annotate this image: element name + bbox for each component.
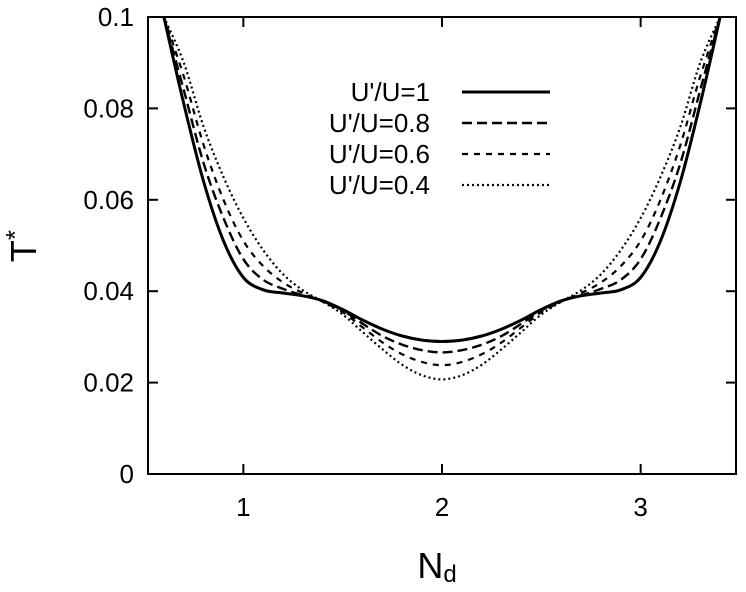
legend-label: U'/U=0.8 [329, 108, 430, 138]
series-line-4 [162, 17, 722, 381]
y-tick-label: 0.08 [83, 93, 134, 123]
legend-label: U'/U=0.6 [329, 139, 430, 169]
legend-label: U'/U=0.4 [329, 170, 430, 200]
legend-label: U'/U=1 [351, 77, 430, 107]
series-line-3 [162, 17, 722, 367]
ticks-layer: 0 0.02 0.04 0.06 0.08 0.1 1 2 3 [83, 2, 736, 522]
y-tick-label: 0.1 [98, 2, 134, 32]
x-tick-label: 2 [435, 492, 449, 522]
y-tick-label: 0 [120, 459, 134, 489]
x-axis-label-subscript: d [443, 561, 456, 588]
y-tick-label: 0.04 [83, 276, 134, 306]
series-layer [162, 17, 722, 381]
x-tick-label: 1 [236, 492, 250, 522]
series-line-1 [162, 17, 722, 344]
y-axis-label: T* [0, 230, 44, 262]
y-tick-label: 0.02 [83, 368, 134, 398]
series-line-2 [162, 17, 722, 354]
x-axis-label: Nd [417, 545, 456, 588]
y-tick-label: 0.06 [83, 185, 134, 215]
y-axis-label-superscript: * [0, 230, 30, 240]
legend: U'/U=1U'/U=0.8U'/U=0.6U'/U=0.4 [329, 77, 550, 200]
x-tick-label: 3 [633, 492, 647, 522]
